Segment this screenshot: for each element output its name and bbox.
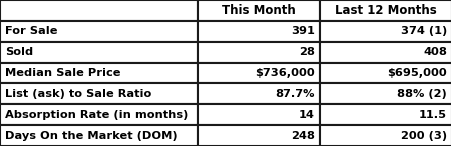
Bar: [319, 21, 451, 42]
Bar: [0, 83, 198, 104]
Bar: [198, 83, 319, 104]
Bar: [319, 63, 451, 83]
Bar: [319, 125, 451, 146]
Bar: [319, 42, 451, 63]
Text: Absorption Rate (in months): Absorption Rate (in months): [5, 110, 188, 120]
Bar: [0, 0, 198, 21]
Text: 200 (3): 200 (3): [400, 131, 446, 141]
Text: 391: 391: [290, 26, 314, 36]
Bar: [198, 63, 319, 83]
Bar: [0, 42, 198, 63]
Text: List (ask) to Sale Ratio: List (ask) to Sale Ratio: [5, 89, 151, 99]
Bar: [0, 104, 198, 125]
Text: 248: 248: [290, 131, 314, 141]
Text: 28: 28: [299, 47, 314, 57]
Text: 88% (2): 88% (2): [396, 89, 446, 99]
Bar: [198, 104, 319, 125]
Text: 14: 14: [299, 110, 314, 120]
Bar: [198, 42, 319, 63]
Text: Last 12 Months: Last 12 Months: [334, 4, 436, 17]
Text: $695,000: $695,000: [387, 68, 446, 78]
Bar: [0, 63, 198, 83]
Text: Median Sale Price: Median Sale Price: [5, 68, 120, 78]
Text: Days On the Market (DOM): Days On the Market (DOM): [5, 131, 177, 141]
Bar: [198, 21, 319, 42]
Bar: [198, 0, 319, 21]
Bar: [319, 83, 451, 104]
Text: 408: 408: [422, 47, 446, 57]
Text: 374 (1): 374 (1): [400, 26, 446, 36]
Text: This Month: This Month: [221, 4, 295, 17]
Bar: [198, 125, 319, 146]
Text: 87.7%: 87.7%: [275, 89, 314, 99]
Text: $736,000: $736,000: [255, 68, 314, 78]
Text: Sold: Sold: [5, 47, 33, 57]
Text: 11.5: 11.5: [418, 110, 446, 120]
Text: For Sale: For Sale: [5, 26, 57, 36]
Bar: [319, 0, 451, 21]
Bar: [319, 104, 451, 125]
Bar: [0, 125, 198, 146]
Bar: [0, 21, 198, 42]
